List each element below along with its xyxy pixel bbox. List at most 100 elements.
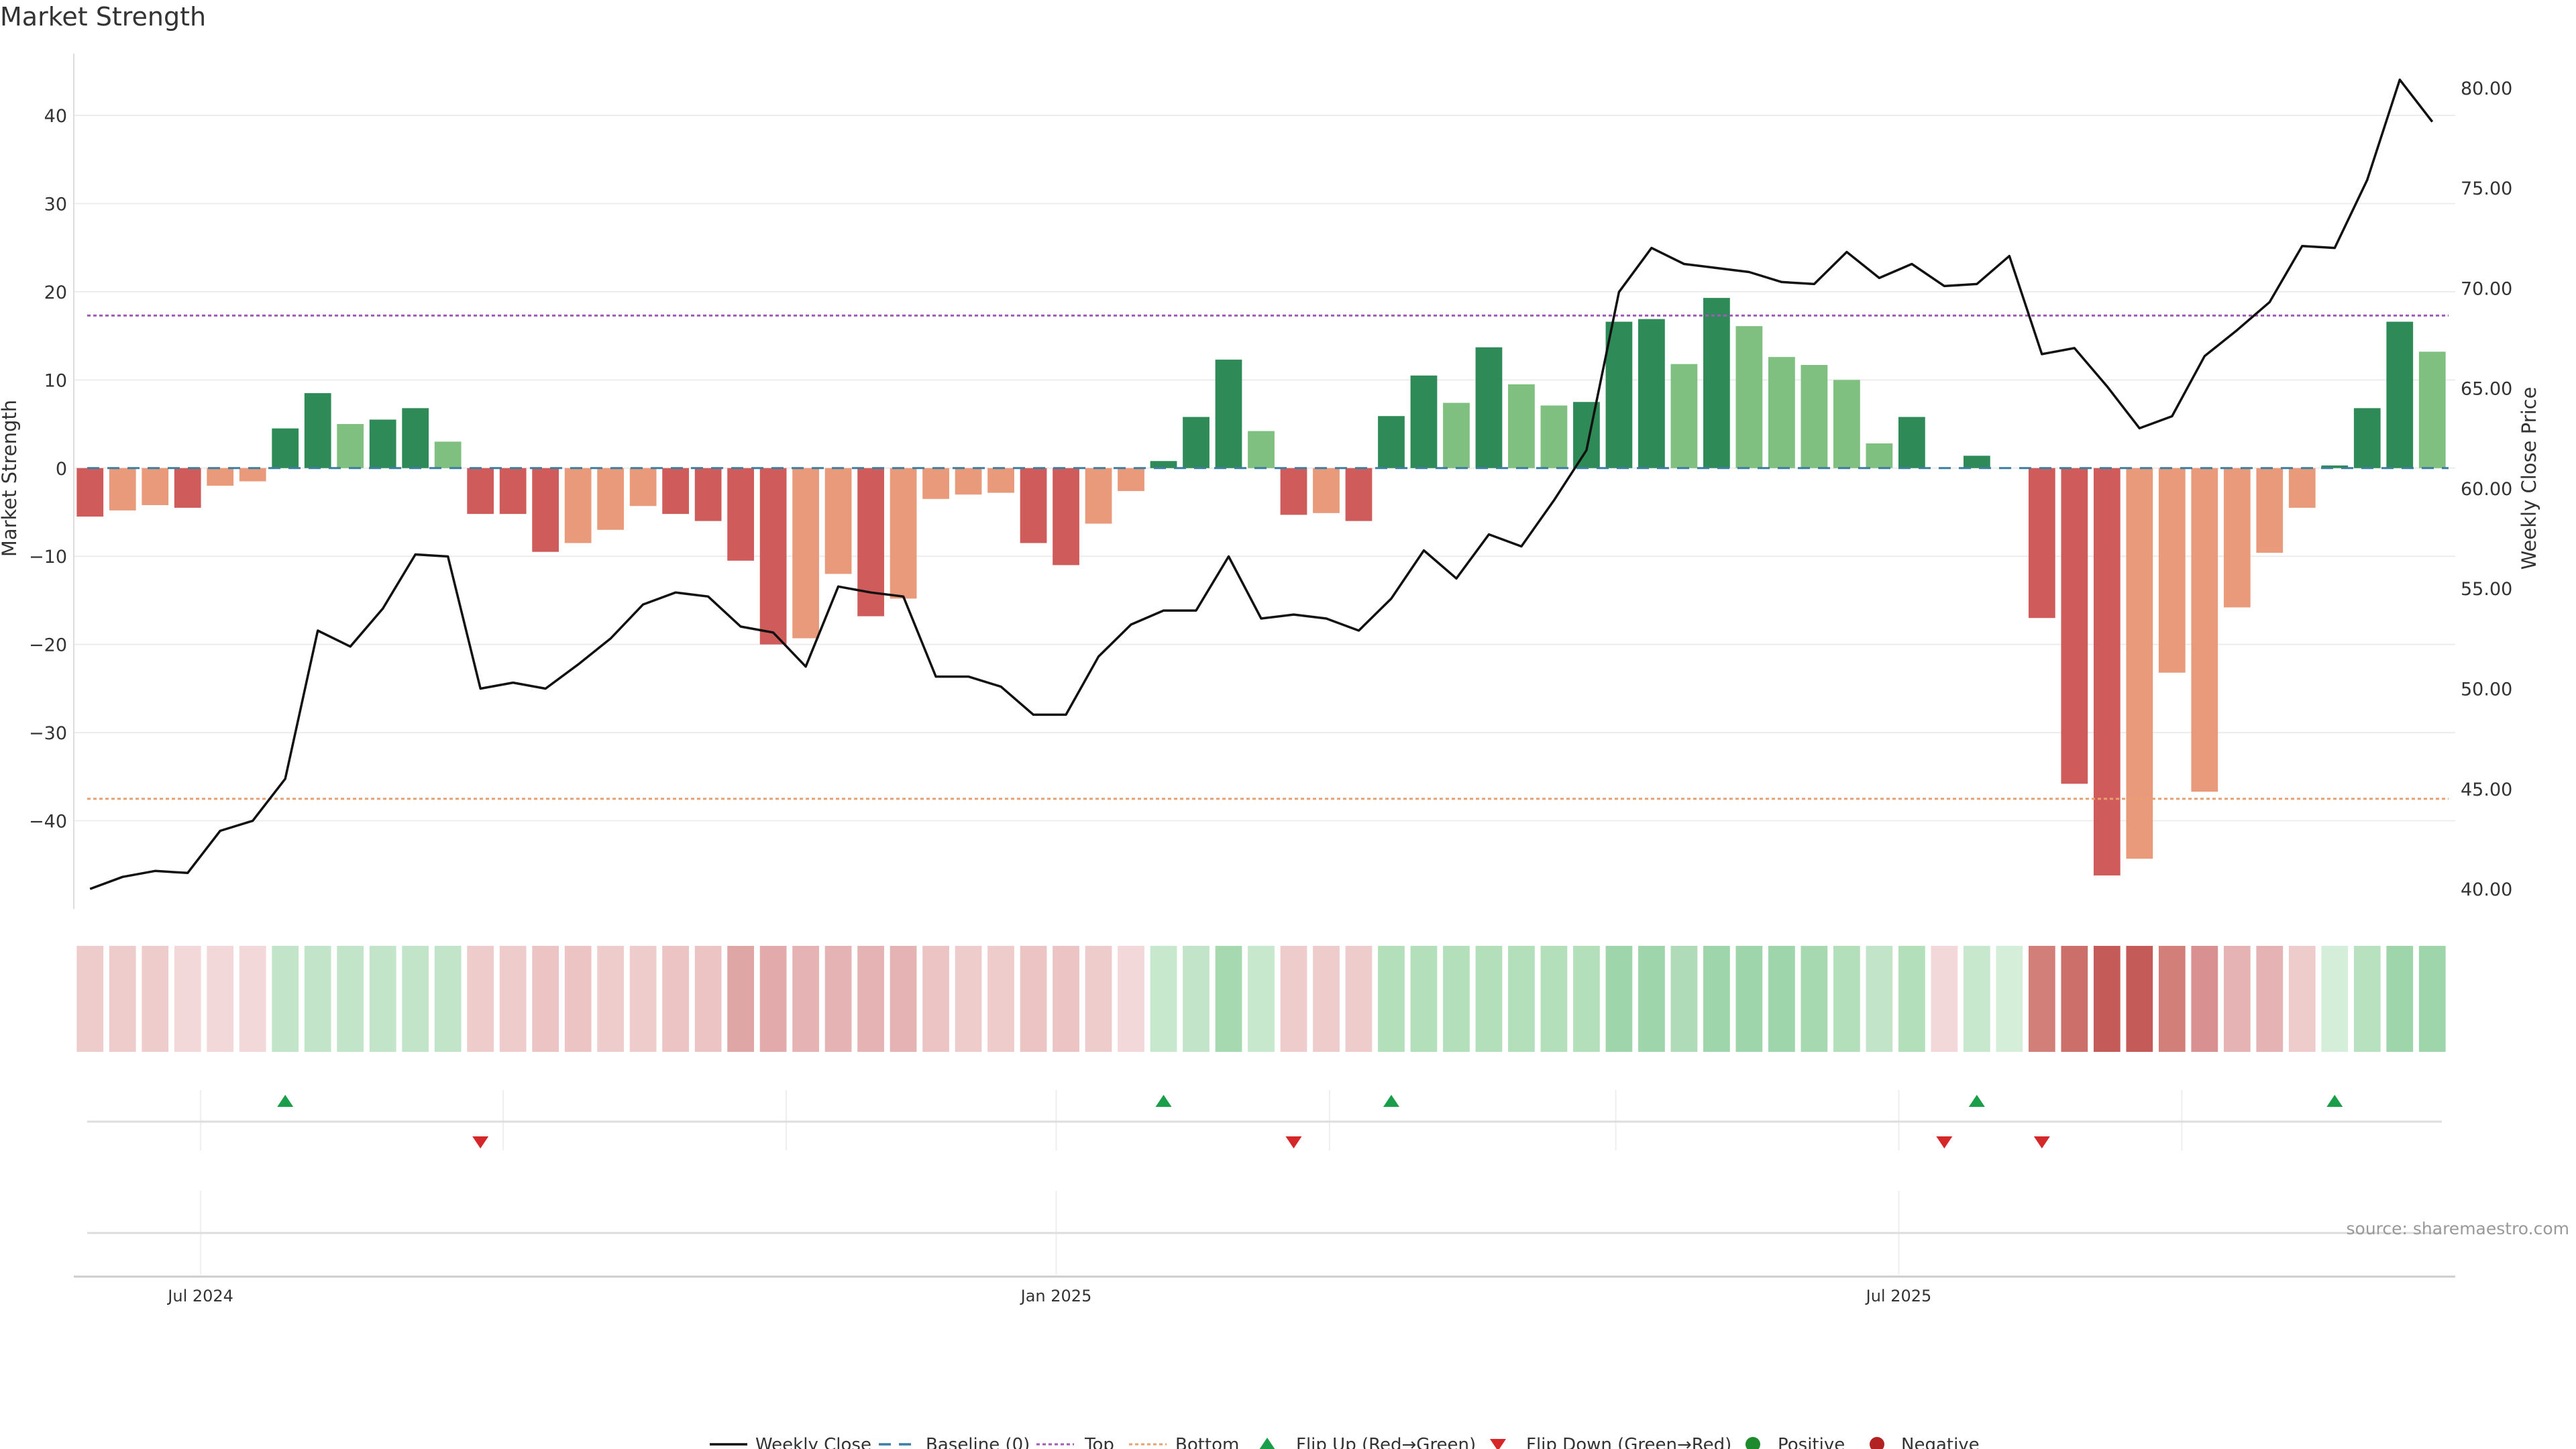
strength-bar (1378, 416, 1405, 468)
flip-down-marker (472, 1136, 489, 1148)
strength-bar (207, 468, 234, 486)
strength-bar (694, 468, 722, 521)
y-tick-label-right: 55.00 (2461, 579, 2512, 600)
y-tick-label-left: −20 (29, 635, 67, 656)
heat-cell (2418, 946, 2446, 1052)
legend-flip-down-swatch (1490, 1439, 1506, 1449)
strength-bar (1150, 461, 1177, 468)
heat-strip (76, 946, 2446, 1052)
strength-bar (629, 468, 657, 506)
strength-bar (2126, 468, 2153, 859)
strength-bar (2353, 408, 2381, 468)
heat-cell (824, 946, 852, 1052)
flip-up-marker (2326, 1095, 2343, 1107)
flip-panel (87, 1090, 2442, 1150)
heat-cell (1605, 946, 1633, 1052)
strength-bar (434, 441, 462, 468)
heat-cell (564, 946, 592, 1052)
strength-bar (792, 468, 819, 639)
heat-cell (2061, 946, 2088, 1052)
strength-bar (109, 468, 136, 511)
y-tick-label-left: −40 (29, 812, 67, 833)
strength-bar (76, 468, 104, 517)
heat-cell (759, 946, 787, 1052)
flip-up-marker (1383, 1095, 1399, 1107)
y-tick-label-left: 30 (44, 194, 67, 215)
heat-cell (499, 946, 527, 1052)
source-note: source: sharemaestro.com (2347, 1219, 2570, 1238)
heat-cell (2028, 946, 2055, 1052)
heat-cell (1866, 946, 1893, 1052)
strength-bar (955, 468, 982, 495)
strength-bar (1703, 298, 1730, 468)
heat-cell (1150, 946, 1177, 1052)
heat-cell (1735, 946, 1763, 1052)
heat-cell (1118, 946, 1144, 1052)
y-tick-label-left: 10 (44, 370, 67, 391)
strength-bar (890, 468, 917, 599)
y-tick-label-right: 50.00 (2461, 680, 2512, 700)
heat-cell (1313, 946, 1340, 1052)
y-tick-label-right: 45.00 (2461, 780, 2512, 800)
heat-cell (727, 946, 754, 1052)
heat-cell (1508, 946, 1535, 1052)
strength-bar (759, 468, 787, 645)
heat-cell (922, 946, 949, 1052)
heat-cell (2191, 946, 2218, 1052)
strength-bar (1768, 357, 1795, 468)
y-axis-right-label: Weekly Close Price (2518, 387, 2540, 570)
strength-bar (564, 468, 592, 543)
y-tick-label-right: 70.00 (2461, 278, 2512, 299)
heat-cell (76, 946, 104, 1052)
heat-cell (1833, 946, 1860, 1052)
heat-cell (1931, 946, 1958, 1052)
legend-top-label: Top (1084, 1435, 1114, 1449)
axes-layer: −40 −30 −20 −10 0 10 20 30 40 40.00 45.00 50.00 55.0… (29, 54, 2512, 909)
strength-bar (1085, 468, 1112, 524)
strength-bar (1475, 347, 1503, 468)
heat-cell (1183, 946, 1210, 1052)
y-axis-left-label: Market Strength (0, 400, 21, 557)
heat-cell (2288, 946, 2316, 1052)
flip-up-marker (1968, 1095, 1985, 1107)
strength-bar (1573, 402, 1600, 468)
y-tick-label-right: 40.00 (2461, 879, 2512, 900)
legend-flip-up-label: Flip Up (Red→Green) (1296, 1435, 1476, 1449)
y-tick-label-left: 0 (56, 459, 67, 480)
strength-bar (239, 468, 266, 482)
strength-bar (1670, 364, 1698, 468)
legend-positive-label: Positive (1778, 1435, 1845, 1449)
y-tick-label-left: 20 (44, 282, 67, 303)
strength-bar (1410, 375, 1438, 468)
y-tick-label-left: 40 (44, 106, 67, 127)
strength-bar (2093, 468, 2121, 876)
strength-bar (1508, 384, 1535, 468)
strength-bar (2061, 468, 2088, 784)
strength-bar (532, 468, 559, 552)
heat-cell (272, 946, 299, 1052)
legend-negative-label: Negative (1901, 1435, 1980, 1449)
weekly-close-line (89, 78, 2434, 890)
strength-bar (2386, 321, 2414, 468)
legend: Weekly Close Baseline (0) Top Bottom Flip Up… (710, 1435, 1980, 1449)
strength-bar (2191, 468, 2218, 792)
y-tick-label-left: −30 (29, 723, 67, 744)
heat-cell (1670, 946, 1698, 1052)
strength-bar (1183, 417, 1210, 468)
strength-bar (1313, 468, 1340, 513)
heat-cell (1573, 946, 1600, 1052)
flip-up-marker (277, 1095, 294, 1107)
heat-cell (532, 946, 559, 1052)
heat-cell (337, 946, 364, 1052)
heat-cell (434, 946, 462, 1052)
heat-cell (955, 946, 982, 1052)
strength-bar (2028, 468, 2055, 619)
chart-title: Market Strength (0, 2, 206, 32)
heat-cell (1378, 946, 1405, 1052)
y-tick-label-right: 80.00 (2461, 78, 2512, 99)
strength-bar (1735, 326, 1763, 468)
heat-cell (597, 946, 625, 1052)
strength-bar (2158, 468, 2186, 673)
